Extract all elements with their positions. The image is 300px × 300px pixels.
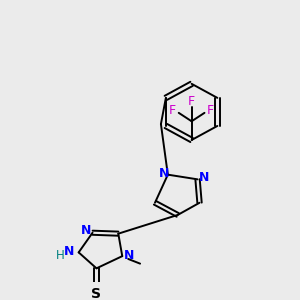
Text: F: F <box>188 95 195 108</box>
Text: F: F <box>207 104 214 118</box>
Text: N: N <box>64 245 74 258</box>
Text: S: S <box>92 286 101 300</box>
Text: N: N <box>199 171 210 184</box>
Text: N: N <box>124 249 134 262</box>
Text: F: F <box>169 104 176 118</box>
Text: H: H <box>56 249 64 262</box>
Text: N: N <box>159 167 169 180</box>
Text: N: N <box>80 224 91 237</box>
